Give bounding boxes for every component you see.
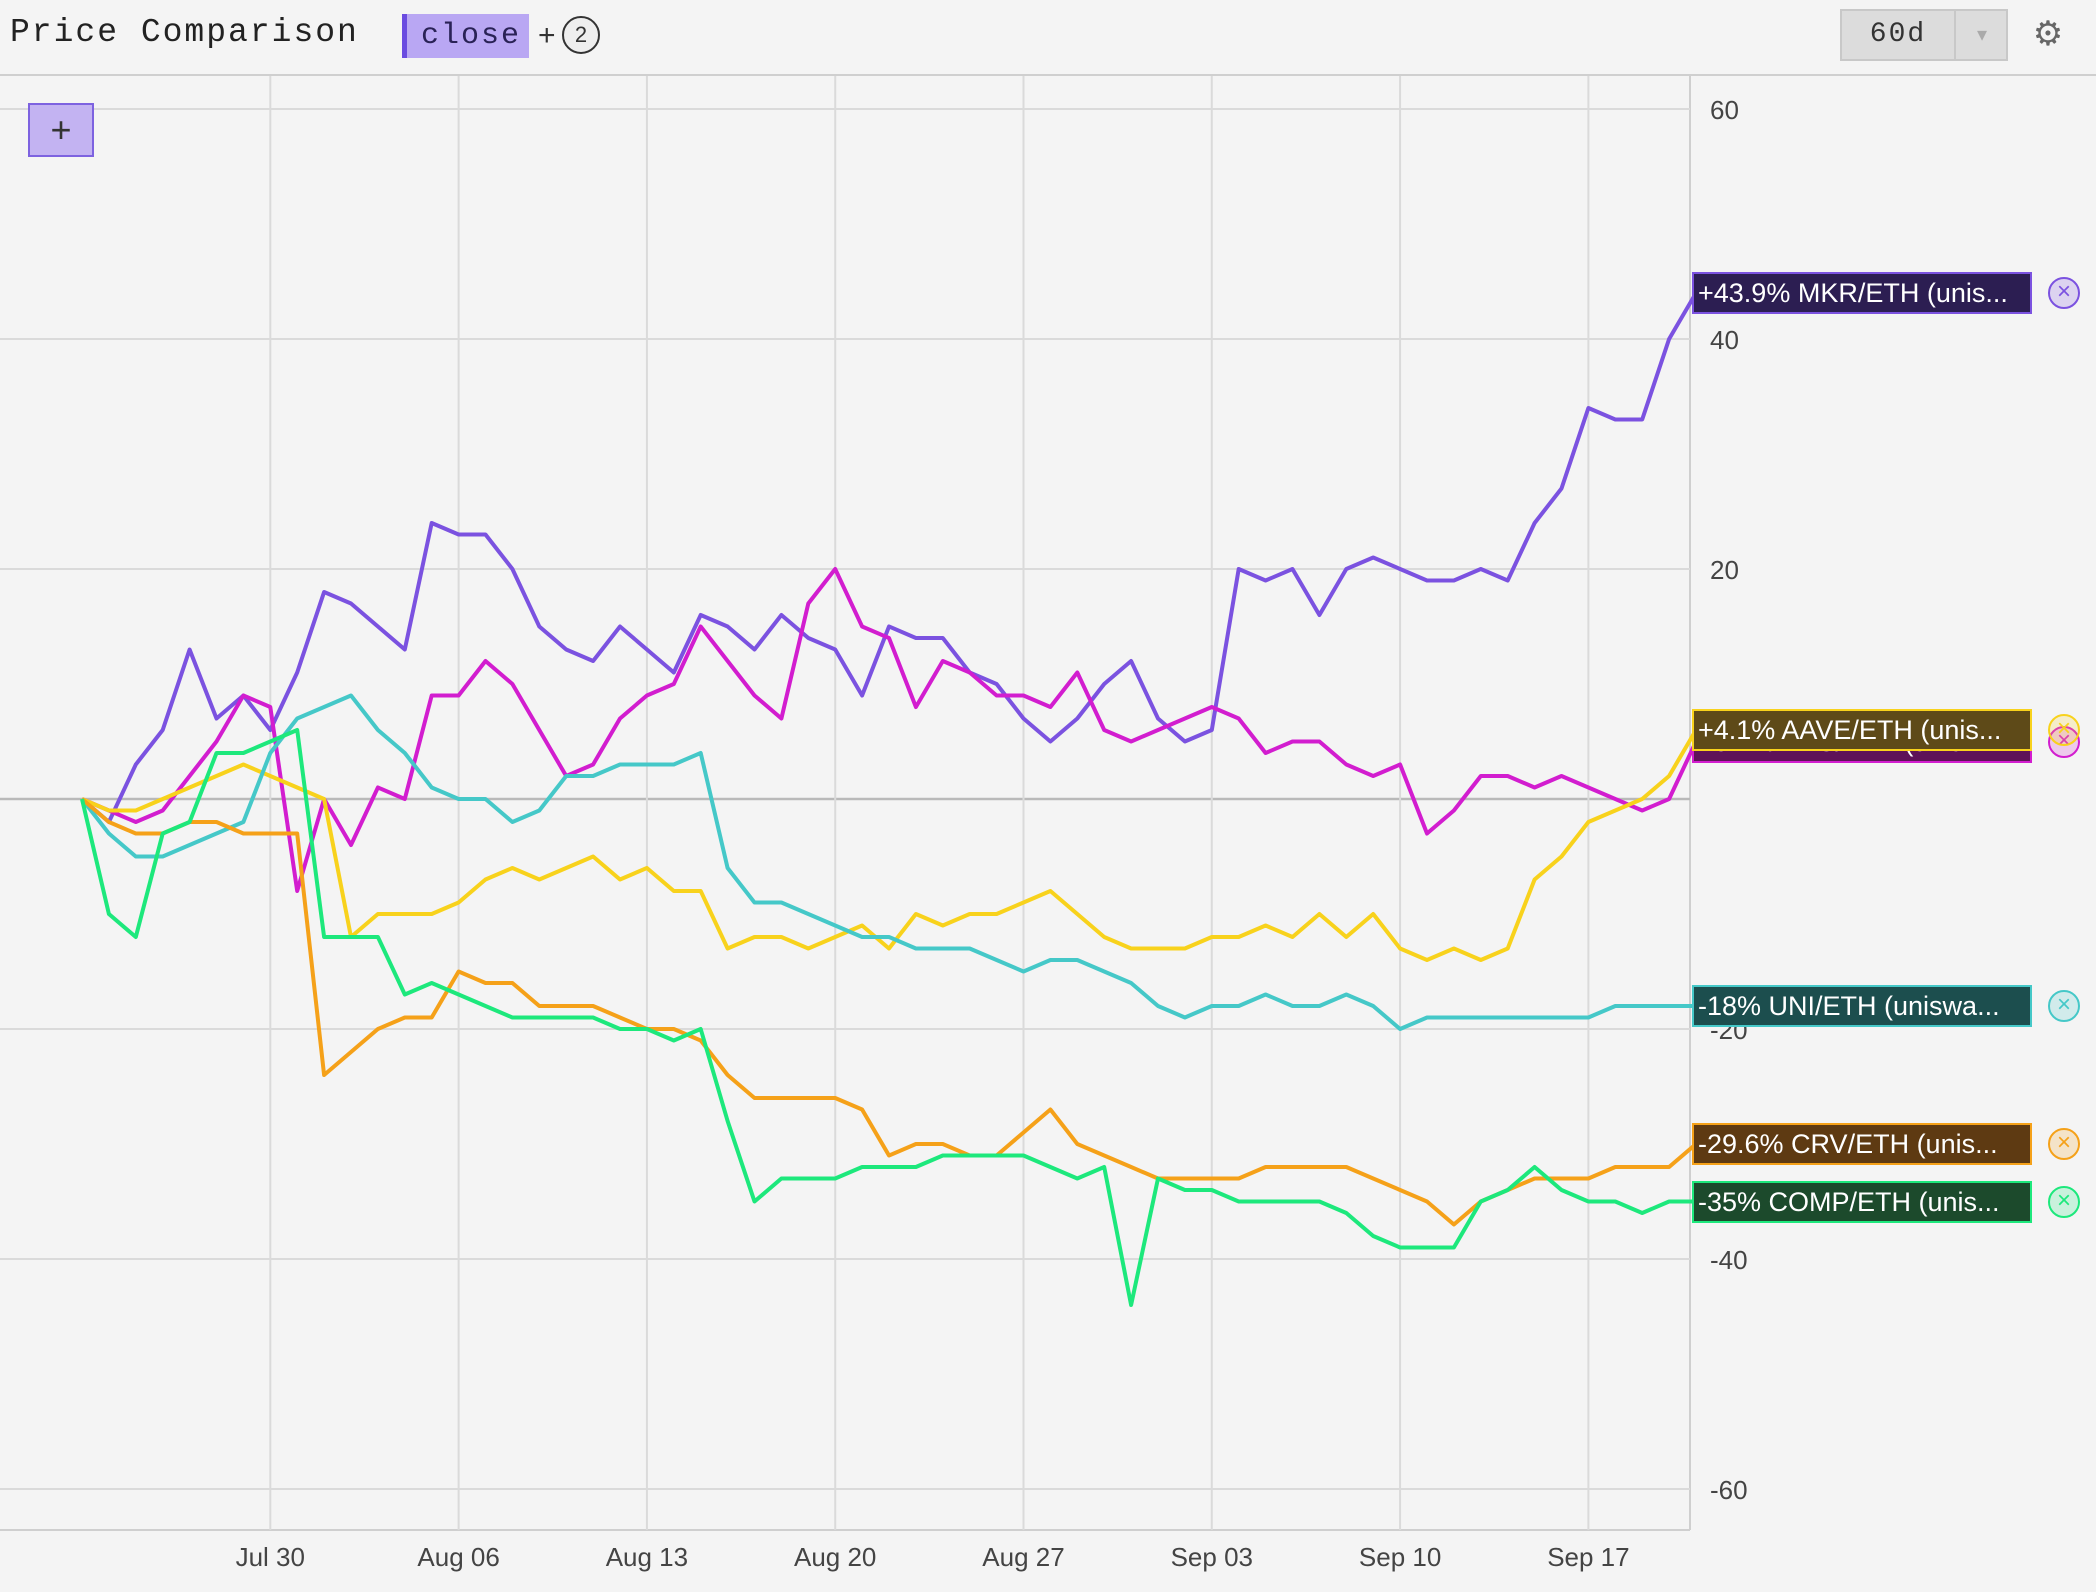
x-tick-label: Sep 17 [1547, 1542, 1629, 1572]
toolbar: Price Comparison close + 2 60d ▾ ⚙ [0, 0, 2096, 76]
series-line-1 [81, 567, 1698, 893]
series-line-4 [80, 797, 1698, 1227]
y-tick-label: -40 [1710, 1245, 1748, 1275]
range-value: 60d [1869, 19, 1927, 50]
x-tick-label: Aug 27 [982, 1542, 1064, 1572]
x-axis: Jul 30 Aug 06 Aug 13 Aug 20 Aug 27 Sep 03 Sep … [236, 1542, 1630, 1572]
y-tick-label: 40 [1710, 325, 1739, 355]
gear-icon[interactable]: ⚙ [2032, 15, 2064, 53]
add-series-button[interactable]: + [28, 103, 94, 157]
x-tick-label: Aug 06 [417, 1542, 499, 1572]
chevron-down-icon[interactable]: ▾ [1954, 11, 2008, 59]
metric-tag-close[interactable]: close [402, 14, 529, 58]
y-tick-label: -60 [1710, 1475, 1748, 1505]
range-select[interactable]: 60d ▾ [1840, 9, 2008, 61]
remove-series-icon[interactable]: × [2048, 990, 2080, 1022]
series-value-tag: +43.9% MKR/ETH (unis... [1692, 272, 2032, 314]
remove-series-icon[interactable]: × [2048, 1128, 2080, 1160]
y-tick-label: 60 [1710, 95, 1739, 125]
x-tick-label: Sep 03 [1171, 1542, 1253, 1572]
series-value-tag: -29.6% CRV/ETH (unis... [1692, 1123, 2032, 1165]
x-tick-label: Jul 30 [236, 1542, 305, 1572]
x-tick-label: Aug 20 [794, 1542, 876, 1572]
remove-series-icon[interactable]: × [2048, 277, 2080, 309]
y-tick-label: 20 [1710, 555, 1739, 585]
series-value-tag: +4.1% AAVE/ETH (unis... [1692, 709, 2032, 751]
remove-series-icon[interactable]: × [2048, 1185, 2080, 1218]
remove-series-icon[interactable]: × [2048, 714, 2080, 746]
chart-grid [0, 76, 1691, 1531]
x-tick-label: Aug 13 [606, 1542, 688, 1572]
series-lines [80, 291, 1698, 1307]
price-chart: Jul 30 Aug 06 Aug 13 Aug 20 Aug 27 Sep 03 Sep … [0, 76, 1748, 1572]
series-line-3 [80, 693, 1696, 1031]
page-title: Price Comparison [10, 14, 359, 51]
series-line-0 [80, 291, 1698, 824]
add-comparison-button[interactable]: + [538, 19, 556, 52]
series-value-tag: -35% COMP/ETH (unis... [1692, 1180, 2032, 1223]
series-value-tag: -18% UNI/ETH (uniswa... [1692, 985, 2032, 1027]
series-line-5 [80, 728, 1696, 1307]
comparison-count-badge[interactable]: 2 [562, 16, 600, 54]
x-tick-label: Sep 10 [1359, 1542, 1441, 1572]
